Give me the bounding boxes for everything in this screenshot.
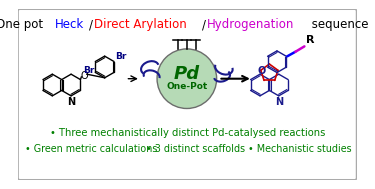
Text: sequence: sequence	[308, 18, 369, 31]
Text: O: O	[80, 71, 88, 81]
Text: Heck: Heck	[55, 18, 84, 31]
Text: One-Pot: One-Pot	[166, 82, 207, 91]
Text: N: N	[67, 97, 75, 107]
Text: O: O	[257, 66, 265, 76]
Text: • Green metric calculations: • Green metric calculations	[25, 144, 158, 154]
Text: /: /	[202, 18, 206, 31]
Text: Pd: Pd	[174, 65, 200, 83]
Text: • 3 distinct scaffolds: • 3 distinct scaffolds	[146, 144, 245, 154]
Text: R: R	[306, 36, 315, 46]
Text: /: /	[89, 18, 93, 31]
Text: Br: Br	[83, 66, 95, 75]
Circle shape	[157, 49, 217, 108]
Text: • Three mechanistically distinct Pd-catalysed reactions: • Three mechanistically distinct Pd-cata…	[50, 128, 325, 138]
Text: N: N	[275, 97, 283, 107]
Text: Hydrogenation: Hydrogenation	[207, 18, 294, 31]
Text: Direct Arylation: Direct Arylation	[94, 18, 186, 31]
FancyBboxPatch shape	[18, 9, 357, 180]
Text: One pot: One pot	[0, 18, 46, 31]
Text: Br: Br	[115, 52, 126, 61]
Text: • Mechanistic studies: • Mechanistic studies	[248, 144, 352, 154]
